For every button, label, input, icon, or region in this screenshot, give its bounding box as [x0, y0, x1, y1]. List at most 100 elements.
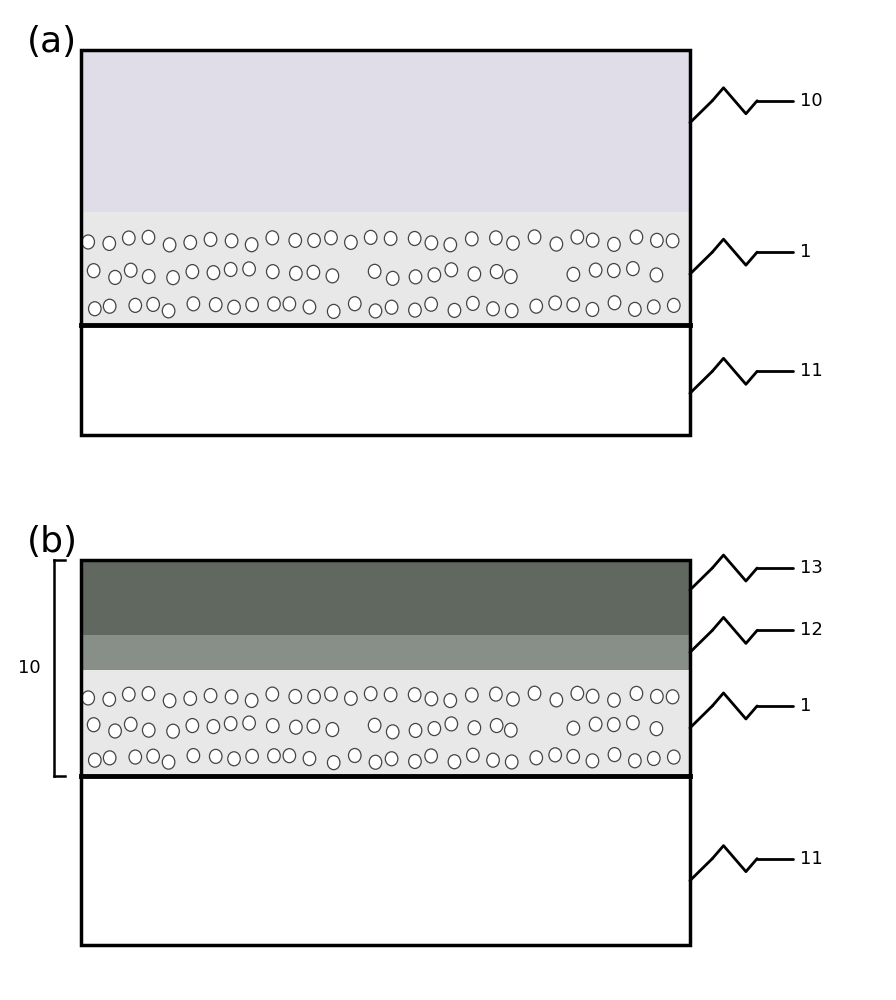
- Circle shape: [409, 231, 421, 245]
- Circle shape: [207, 720, 220, 734]
- Circle shape: [571, 230, 583, 244]
- Text: 13: 13: [800, 559, 823, 577]
- Circle shape: [466, 688, 478, 702]
- Circle shape: [507, 692, 520, 706]
- Circle shape: [283, 297, 296, 311]
- Circle shape: [445, 717, 458, 731]
- Circle shape: [385, 300, 398, 314]
- Circle shape: [425, 692, 437, 706]
- Circle shape: [466, 232, 478, 246]
- Circle shape: [608, 296, 621, 310]
- Circle shape: [308, 690, 321, 704]
- Circle shape: [289, 233, 302, 247]
- Circle shape: [425, 297, 437, 311]
- Circle shape: [648, 300, 660, 314]
- Circle shape: [345, 235, 358, 249]
- Circle shape: [88, 264, 100, 278]
- Circle shape: [88, 718, 100, 732]
- Circle shape: [468, 267, 480, 281]
- Circle shape: [289, 689, 302, 703]
- Circle shape: [368, 718, 381, 732]
- Circle shape: [445, 263, 458, 277]
- Circle shape: [243, 262, 255, 276]
- Circle shape: [507, 236, 520, 250]
- Circle shape: [608, 748, 621, 762]
- Circle shape: [384, 688, 397, 702]
- Text: 1: 1: [800, 697, 812, 715]
- Circle shape: [607, 718, 620, 732]
- Circle shape: [167, 271, 179, 285]
- Circle shape: [648, 751, 660, 765]
- Circle shape: [567, 298, 580, 312]
- Circle shape: [103, 692, 116, 706]
- Circle shape: [448, 303, 461, 317]
- Circle shape: [225, 234, 237, 248]
- Circle shape: [409, 270, 422, 284]
- Circle shape: [487, 302, 499, 316]
- Circle shape: [103, 236, 116, 250]
- Circle shape: [142, 230, 155, 244]
- Circle shape: [210, 298, 222, 312]
- Circle shape: [467, 296, 479, 310]
- Circle shape: [668, 750, 680, 764]
- Circle shape: [268, 297, 280, 311]
- Circle shape: [369, 304, 382, 318]
- Circle shape: [204, 232, 217, 246]
- Circle shape: [590, 263, 602, 277]
- Circle shape: [630, 230, 642, 244]
- Circle shape: [125, 717, 137, 731]
- Circle shape: [266, 231, 279, 245]
- Circle shape: [384, 231, 397, 245]
- Circle shape: [490, 265, 503, 279]
- Circle shape: [129, 750, 142, 764]
- Circle shape: [349, 748, 361, 762]
- Circle shape: [567, 721, 580, 735]
- Circle shape: [162, 755, 175, 769]
- Circle shape: [187, 749, 200, 763]
- Text: 11: 11: [800, 362, 823, 380]
- Circle shape: [567, 749, 580, 763]
- Circle shape: [607, 237, 620, 251]
- Circle shape: [163, 238, 176, 252]
- Circle shape: [224, 262, 237, 276]
- Circle shape: [650, 233, 663, 247]
- Circle shape: [246, 693, 258, 707]
- Circle shape: [586, 302, 599, 316]
- Bar: [81, 635, 690, 670]
- Circle shape: [142, 270, 155, 284]
- Circle shape: [162, 304, 175, 318]
- Bar: [81, 212, 690, 325]
- Text: 1: 1: [800, 243, 812, 261]
- Circle shape: [650, 268, 663, 282]
- Circle shape: [142, 723, 155, 737]
- Circle shape: [629, 302, 642, 316]
- Circle shape: [667, 234, 679, 248]
- Circle shape: [303, 300, 315, 314]
- Circle shape: [487, 753, 499, 767]
- Circle shape: [289, 720, 302, 734]
- Circle shape: [266, 265, 279, 279]
- Circle shape: [586, 689, 599, 703]
- Circle shape: [324, 687, 337, 701]
- Circle shape: [108, 724, 121, 738]
- Circle shape: [467, 748, 479, 762]
- Circle shape: [448, 755, 461, 769]
- Text: 11: 11: [800, 850, 823, 868]
- Circle shape: [283, 749, 296, 763]
- Circle shape: [444, 238, 457, 252]
- Circle shape: [89, 302, 101, 316]
- Circle shape: [425, 236, 437, 250]
- Circle shape: [409, 688, 421, 702]
- Circle shape: [549, 748, 562, 762]
- Circle shape: [489, 687, 502, 701]
- Circle shape: [246, 298, 258, 312]
- Bar: [81, 560, 690, 635]
- Circle shape: [428, 268, 441, 282]
- Circle shape: [590, 717, 602, 731]
- Circle shape: [123, 231, 135, 245]
- Circle shape: [368, 264, 381, 278]
- Bar: [81, 670, 690, 776]
- Circle shape: [142, 687, 155, 701]
- Circle shape: [266, 719, 279, 733]
- Circle shape: [425, 749, 437, 763]
